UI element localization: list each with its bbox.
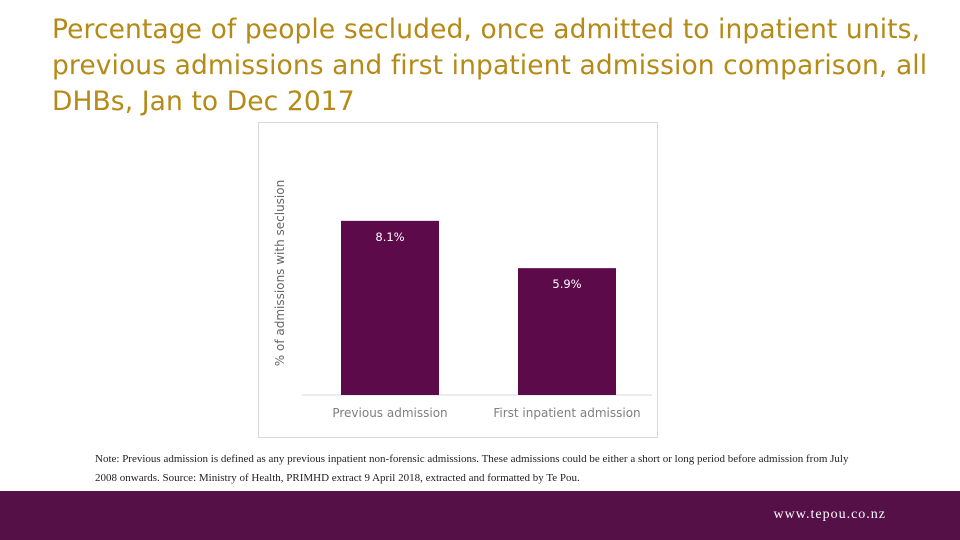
bar-2 — [518, 268, 616, 395]
y-axis-label: % of admissions with seclusion — [273, 180, 287, 366]
data-label-1: 8.1% — [375, 230, 404, 244]
x-tick-label-2: First inpatient admission — [493, 406, 640, 420]
source-note: Note: Previous admission is defined as a… — [95, 453, 849, 484]
data-label-2: 5.9% — [552, 277, 581, 291]
footer-url[interactable]: www.tepou.co.nz — [773, 507, 886, 522]
footer-bar: www.tepou.co.nz — [0, 491, 960, 540]
bars-group: 8.1% Previous admission 5.9% First inpatien… — [332, 220, 641, 420]
page-title: Percentage of people secluded, once admi… — [52, 14, 928, 117]
x-tick-label-1: Previous admission — [332, 406, 447, 420]
bar-chart: % of admissions with seclusion 8.1% Previ… — [258, 122, 658, 438]
chart-canvas: % of admissions with seclusion 8.1% Previ… — [273, 180, 652, 420]
bar-1 — [341, 220, 439, 395]
